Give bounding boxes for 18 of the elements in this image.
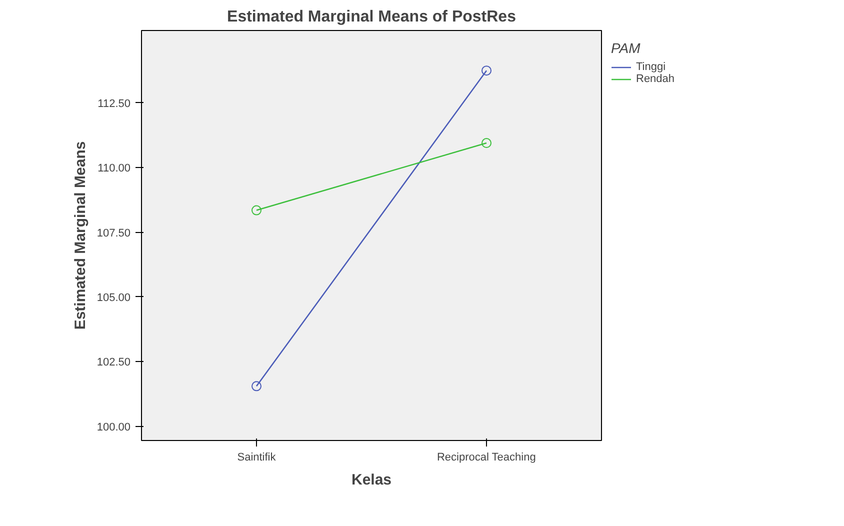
y-tick-label: 100.00 — [96, 421, 131, 434]
legend-label: Rendah — [636, 73, 675, 85]
point — [252, 381, 262, 392]
y-tick-label: 110.00 — [98, 162, 130, 175]
point — [252, 205, 262, 216]
legend-title: PAM — [611, 40, 642, 56]
legend-label: Tinggi — [636, 61, 666, 73]
y-tick-label: 102.50 — [96, 356, 131, 369]
y-tick-label: 105.00 — [96, 292, 131, 304]
x-tick-label: Reciprocal Teaching — [436, 452, 536, 464]
point — [482, 138, 492, 148]
chart-title: Estimated Marginal Means of PostRes — [227, 8, 516, 26]
x-axis-title: Kelas — [351, 472, 392, 488]
y-axis-title: Estimated Marginal Means — [72, 141, 89, 330]
y-tick-label: 107.50 — [96, 227, 131, 240]
y-tick-label: 112.50 — [98, 98, 130, 110]
point — [482, 66, 492, 76]
x-tick-label: Saintifik — [237, 452, 276, 464]
